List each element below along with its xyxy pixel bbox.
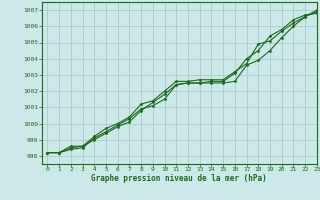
X-axis label: Graphe pression niveau de la mer (hPa): Graphe pression niveau de la mer (hPa) [91, 174, 267, 183]
